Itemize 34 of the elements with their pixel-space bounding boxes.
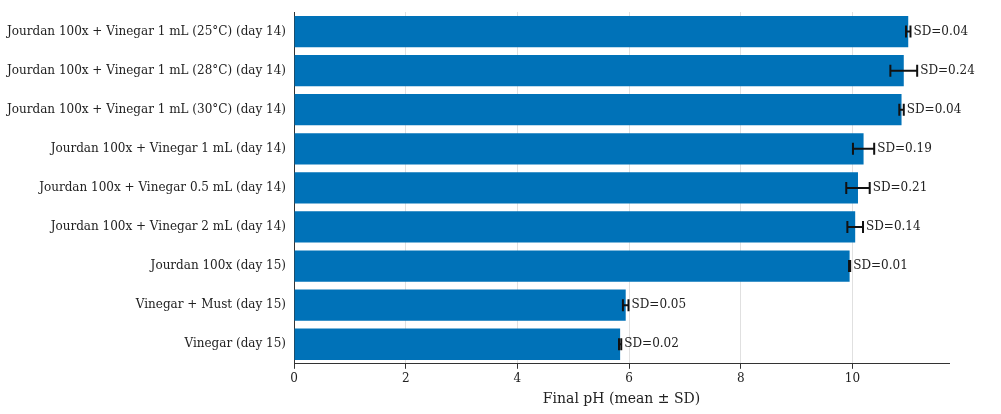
x-tick-label: 6 [625, 371, 633, 386]
annotation: SD=0.19 [877, 140, 932, 155]
bar [294, 289, 626, 321]
annotation: SD=0.04 [906, 101, 962, 116]
x-tick-label: 8 [736, 371, 745, 386]
annotation: SD=0.21 [872, 180, 928, 195]
bar [294, 250, 850, 282]
y-tick-label: Jourdan 100x + Vinegar 2 mL (day 14) [48, 219, 287, 234]
bar [294, 55, 904, 87]
x-tick-label: 0 [290, 371, 298, 386]
x-tick-label: 4 [513, 371, 522, 386]
bar [294, 94, 902, 126]
y-tick-label: Jourdan 100x + Vinegar 1 mL (28°C) (day 14) [5, 62, 287, 77]
annotation: SD=0.04 [913, 23, 969, 38]
y-tick-label: Jourdan 100x + Vinegar 1 mL (30°C) (day 14) [5, 101, 287, 116]
annotation: SD=0.02 [624, 336, 679, 351]
x-tick-label: 2 [401, 371, 410, 386]
bar [294, 328, 621, 360]
annotation: SD=0.01 [853, 258, 908, 273]
annotation: SD=0.24 [920, 62, 976, 77]
annotation: SD=0.05 [631, 297, 687, 312]
y-tick-label: Jourdan 100x (day 15) [148, 258, 287, 273]
bar [294, 211, 856, 243]
x-tick-label: 10 [844, 371, 861, 386]
y-tick-label: Jourdan 100x + Vinegar 1 mL (25°C) (day 14) [5, 23, 287, 38]
annotation: SD=0.14 [866, 219, 921, 234]
y-tick-label: Vinegar + Must (day 15) [134, 297, 287, 312]
x-axis-title: Final pH (mean ± SD) [542, 390, 701, 407]
y-tick-label: Jourdan 100x + Vinegar 1 mL (day 14) [48, 140, 287, 155]
bar [294, 133, 864, 165]
bar [294, 172, 858, 204]
bar [294, 15, 909, 48]
y-tick-label: Vinegar (day 15) [183, 336, 287, 351]
y-tick-label: Jourdan 100x + Vinegar 0.5 mL (day 14) [37, 180, 287, 195]
